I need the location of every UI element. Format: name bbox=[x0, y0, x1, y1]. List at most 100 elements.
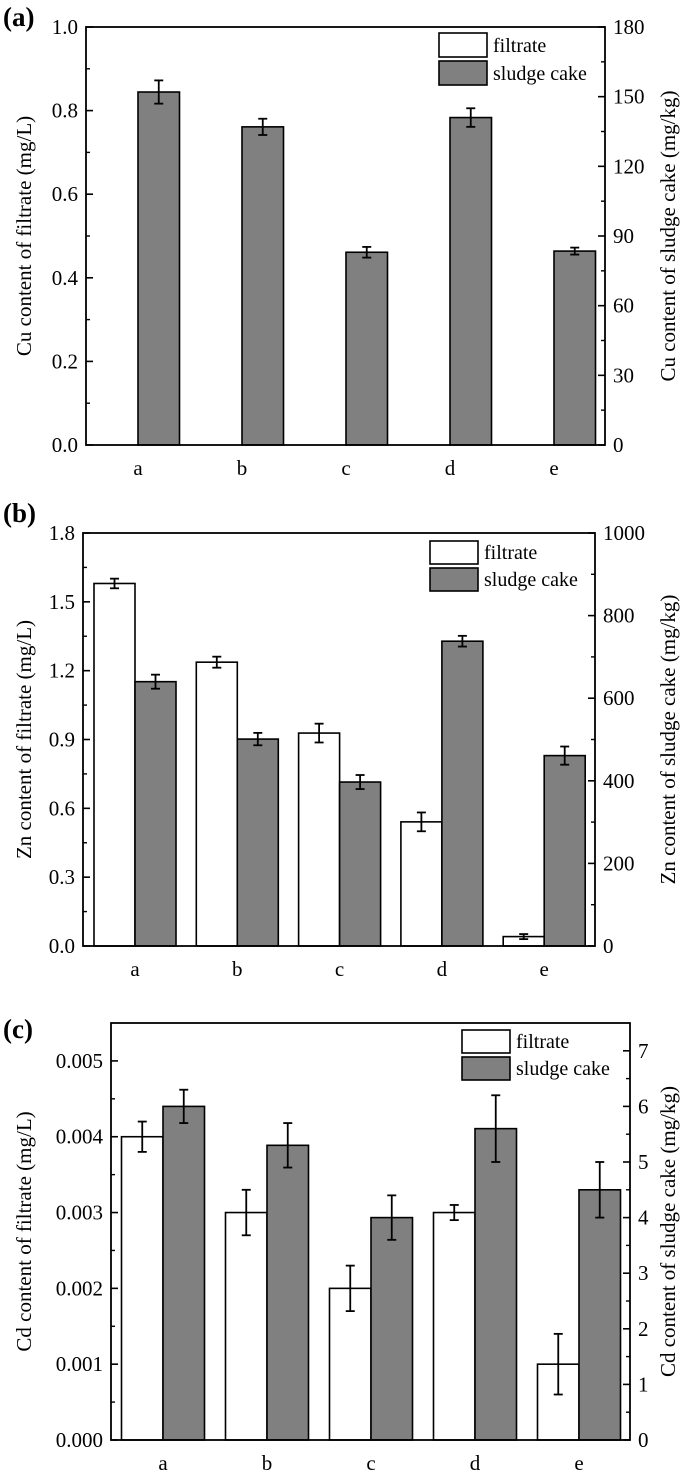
left-tick-label: 0.0 bbox=[49, 934, 75, 958]
legend-label: filtrate bbox=[493, 35, 546, 57]
sludge-cake-bar-e bbox=[578, 1189, 622, 1441]
error-bar-a bbox=[110, 577, 119, 590]
sludge-cake-bar-d bbox=[441, 640, 484, 947]
sludge-cake-bar-e bbox=[553, 250, 597, 446]
error-bar-a bbox=[151, 673, 160, 690]
sludge-cake-bar-d bbox=[474, 1127, 518, 1441]
right-tick-label: 4 bbox=[638, 1206, 649, 1230]
left-tick-label: 0.2 bbox=[52, 349, 78, 373]
right-tick-label: 30 bbox=[613, 363, 634, 387]
error-bar-d bbox=[466, 107, 476, 128]
x-tick-label: c bbox=[335, 957, 344, 981]
right-tick-label: 3 bbox=[638, 1261, 649, 1285]
x-tick-label: d bbox=[445, 456, 456, 480]
right-tick-label: 0 bbox=[613, 433, 624, 457]
right-tick-label: 90 bbox=[613, 224, 634, 248]
left-axis-title: Cd content of filtrate (mg/L) bbox=[12, 1111, 36, 1351]
right-tick-label: 150 bbox=[613, 85, 645, 109]
error-bar-e bbox=[570, 246, 580, 256]
error-bar-c bbox=[355, 774, 365, 790]
filtrate-bar-b bbox=[195, 661, 239, 947]
right-tick-label: 180 bbox=[613, 15, 645, 39]
error-bar-b bbox=[212, 655, 222, 669]
error-bar-e bbox=[560, 745, 570, 766]
sludge-cake-bar-b bbox=[266, 1144, 310, 1441]
right-tick-label: 1000 bbox=[603, 521, 645, 545]
right-axis-title: Zn content of sludge cake (mg/kg) bbox=[656, 595, 680, 885]
filtrate-bar-a bbox=[120, 1135, 164, 1441]
x-tick-label: d bbox=[437, 957, 448, 981]
legend-swatch-sludge-cake bbox=[438, 60, 488, 86]
panel-label: (b) bbox=[3, 498, 36, 528]
left-tick-label: 0.004 bbox=[56, 1125, 104, 1149]
error-bar-a bbox=[137, 1120, 147, 1153]
right-tick-label: 120 bbox=[613, 154, 645, 178]
left-tick-label: 1.5 bbox=[49, 590, 75, 614]
legend-label: sludge cake bbox=[493, 63, 587, 85]
error-bar-e bbox=[595, 1161, 605, 1219]
error-bar-e bbox=[553, 1332, 563, 1396]
error-bar-b bbox=[241, 1188, 251, 1237]
error-bar-c bbox=[314, 722, 324, 744]
sludge-cake-bar-c bbox=[370, 1216, 414, 1441]
right-tick-label: 600 bbox=[603, 686, 635, 710]
x-tick-label: c bbox=[341, 456, 350, 480]
legend-swatch-filtrate bbox=[461, 1029, 511, 1054]
left-tick-label: 0.002 bbox=[56, 1276, 103, 1300]
x-tick-label: c bbox=[366, 1451, 375, 1471]
x-tick-label: b bbox=[262, 1451, 273, 1471]
panel-label: (a) bbox=[3, 2, 34, 32]
legend-label: filtrate bbox=[516, 1031, 569, 1053]
sludge-cake-bar-c bbox=[338, 781, 382, 947]
sludge-cake-bar-b bbox=[241, 126, 285, 446]
plot-frame bbox=[110, 1022, 631, 1441]
x-tick-label: e bbox=[540, 957, 549, 981]
x-tick-label: a bbox=[130, 957, 140, 981]
sludge-cake-bar-a bbox=[162, 1105, 206, 1441]
sludge-cake-bar-a bbox=[137, 91, 181, 446]
right-tick-label: 400 bbox=[603, 769, 635, 793]
legend-label: sludge cake bbox=[484, 569, 578, 591]
right-tick-label: 5 bbox=[638, 1150, 649, 1174]
x-tick-label: e bbox=[574, 1451, 583, 1471]
legend-swatch-sludge-cake bbox=[429, 567, 479, 592]
error-bar-a bbox=[179, 1088, 189, 1124]
panel-label: (c) bbox=[3, 1014, 33, 1044]
sludge-cake-bar-e bbox=[543, 754, 587, 947]
left-axis-title: Cu content of filtrate (mg/L) bbox=[12, 116, 36, 356]
filtrate-bar-c bbox=[297, 732, 341, 947]
left-tick-label: 0.001 bbox=[56, 1352, 103, 1376]
left-tick-label: 0.0 bbox=[52, 433, 78, 457]
right-tick-label: 1 bbox=[638, 1372, 649, 1396]
filtrate-bar-b bbox=[224, 1211, 268, 1441]
legend-label: sludge cake bbox=[516, 1058, 610, 1080]
left-tick-label: 0.005 bbox=[56, 1049, 103, 1073]
x-tick-label: b bbox=[237, 456, 248, 480]
error-bar-c bbox=[362, 246, 372, 259]
x-tick-label: d bbox=[470, 1451, 481, 1471]
left-axis-title: Zn content of filtrate (mg/L) bbox=[12, 620, 36, 859]
legend-label: filtrate bbox=[484, 542, 537, 564]
x-tick-label: b bbox=[232, 957, 243, 981]
x-tick-label: a bbox=[133, 456, 143, 480]
left-tick-label: 0.4 bbox=[52, 266, 79, 290]
left-tick-label: 0.8 bbox=[52, 99, 78, 123]
filtrate-bar-d bbox=[400, 821, 443, 947]
legend: filtrate sludge cake bbox=[438, 32, 587, 86]
left-tick-label: 1.8 bbox=[49, 521, 75, 545]
filtrate-bar-a bbox=[93, 582, 136, 947]
error-bar-b bbox=[283, 1122, 293, 1169]
left-tick-label: 0.9 bbox=[49, 728, 75, 752]
x-tick-label: e bbox=[549, 456, 558, 480]
right-tick-label: 0 bbox=[638, 1428, 649, 1452]
right-tick-label: 60 bbox=[613, 294, 634, 318]
right-tick-label: 7 bbox=[638, 1039, 649, 1063]
error-bar-d bbox=[449, 1204, 459, 1222]
error-bar-d bbox=[416, 811, 426, 833]
legend-swatch-sludge-cake bbox=[461, 1056, 511, 1081]
error-bar-a bbox=[154, 79, 164, 105]
right-axis-title: Cu content of sludge cake (mg/kg) bbox=[656, 90, 680, 381]
left-tick-label: 0.3 bbox=[49, 865, 75, 889]
left-tick-label: 0.6 bbox=[52, 182, 78, 206]
